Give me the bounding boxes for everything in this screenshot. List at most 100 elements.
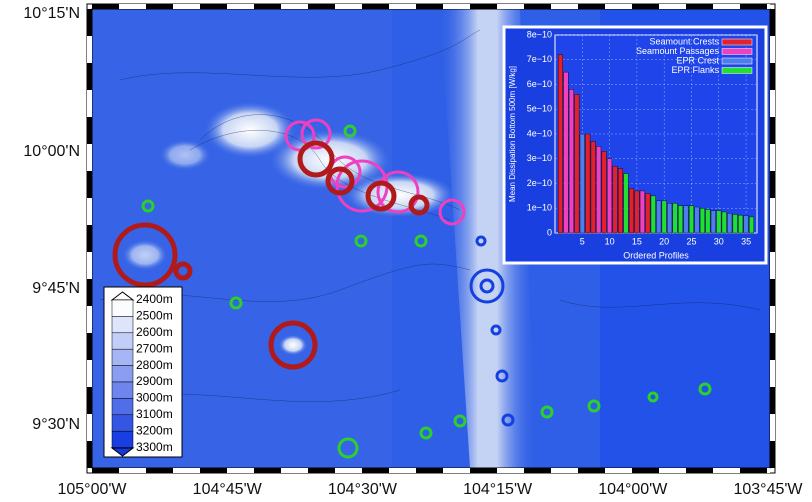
frame-tile <box>200 468 227 473</box>
frame-tile <box>335 468 362 473</box>
frame-tile <box>87 225 92 252</box>
bar <box>564 72 569 233</box>
y-tick-label: 4e−10 <box>527 128 552 138</box>
colorbar: 2400m2500m2600m2700m2800m2900m3000m3100m… <box>104 287 182 457</box>
seamount <box>279 335 307 355</box>
colorbar-label: 2700m <box>136 341 173 355</box>
frame-tile <box>767 4 770 9</box>
frame-tile <box>686 468 713 473</box>
x-tick-label: 20 <box>659 236 669 246</box>
legend-label: Seamount Crests <box>649 36 719 46</box>
inset-chart: Ordered Profiles Mean Dissipation Bottom… <box>504 27 766 263</box>
frame-tile <box>659 4 686 9</box>
frame-tile <box>578 4 605 9</box>
bar <box>678 206 683 233</box>
frame-tile <box>119 468 146 473</box>
colorbar-swatch <box>112 316 133 332</box>
colorbar-swatch <box>112 333 133 349</box>
frame-tile <box>146 4 173 9</box>
frame-tile <box>659 468 686 473</box>
bar <box>722 212 727 233</box>
frame-tile <box>770 63 775 90</box>
legend-swatch <box>722 58 752 64</box>
frame-tile <box>362 4 389 9</box>
bar <box>695 207 700 233</box>
bar <box>684 206 689 233</box>
frame-tile <box>227 468 254 473</box>
frame-tile <box>146 468 173 473</box>
colorbar-swatch <box>112 415 133 431</box>
colorbar-swatch <box>112 300 133 316</box>
frame-tile <box>335 4 362 9</box>
bar <box>607 159 612 233</box>
y-tick-label: 8e−10 <box>527 29 552 39</box>
frame-tile <box>770 252 775 279</box>
frame-tile <box>87 36 92 63</box>
colorbar-label: 3000m <box>136 391 173 405</box>
lat-label: 10°15'N <box>23 5 80 22</box>
colorbar-label: 2400m <box>136 292 173 306</box>
frame-tile <box>87 306 92 333</box>
frame-tile <box>173 468 200 473</box>
legend-label: EPR Flanks <box>671 65 719 75</box>
x-axis-label: Ordered Profiles <box>623 250 689 260</box>
frame-tile <box>92 468 119 473</box>
colorbar-swatch <box>112 366 133 382</box>
legend-swatch <box>722 68 752 74</box>
bar <box>618 169 623 233</box>
colorbar-swatch <box>112 349 133 365</box>
frame-tile <box>770 333 775 360</box>
bar <box>585 134 590 233</box>
frame-tile <box>770 279 775 306</box>
lat-label: 9°30'N <box>32 416 80 433</box>
lat-label: 10°00'N <box>23 143 80 160</box>
frame-tile <box>524 468 551 473</box>
bar <box>733 214 738 233</box>
frame-tile <box>770 225 775 252</box>
frame-tile <box>87 333 92 360</box>
frame-tile <box>87 63 92 90</box>
bar <box>673 203 678 233</box>
frame-tile <box>87 117 92 144</box>
x-tick-label: 25 <box>686 236 696 246</box>
frame-tile <box>770 387 775 414</box>
colorbar-label: 3300m <box>136 440 173 454</box>
frame-tile <box>632 468 659 473</box>
x-tick-label: 35 <box>741 236 751 246</box>
frame-tile <box>254 468 281 473</box>
frame-tile <box>497 468 524 473</box>
frame-tile <box>87 279 92 306</box>
bar <box>738 215 743 233</box>
x-tick-label: 10 <box>605 236 615 246</box>
bar <box>640 191 645 233</box>
frame-tile <box>770 90 775 117</box>
frame-tile <box>87 360 92 387</box>
frame-tile <box>770 36 775 63</box>
frame-tile <box>281 4 308 9</box>
y-tick-label: 2e−10 <box>527 178 552 188</box>
frame-tile <box>686 4 713 9</box>
frame-tile <box>770 117 775 144</box>
x-tick-label: 5 <box>580 236 585 246</box>
bar <box>667 203 672 233</box>
frame-tile <box>443 4 470 9</box>
frame-tile <box>470 4 497 9</box>
bar <box>662 201 667 233</box>
bar <box>727 213 732 233</box>
lon-label: 104°30'W <box>328 481 398 498</box>
frame-tile <box>551 468 578 473</box>
bar <box>706 209 711 233</box>
seamount <box>123 240 167 270</box>
frame-tile <box>470 468 497 473</box>
colorbar-swatch <box>112 382 133 398</box>
legend-label: EPR Crest <box>676 55 719 65</box>
y-tick-label: 7e−10 <box>527 54 552 64</box>
frame-tile <box>551 4 578 9</box>
frame-tile <box>87 252 92 279</box>
frame-tile <box>632 4 659 9</box>
colorbar-swatch <box>112 398 133 414</box>
frame-tile <box>173 4 200 9</box>
bar <box>744 216 749 233</box>
colorbar-swatch <box>112 431 133 447</box>
frame-tile <box>281 468 308 473</box>
